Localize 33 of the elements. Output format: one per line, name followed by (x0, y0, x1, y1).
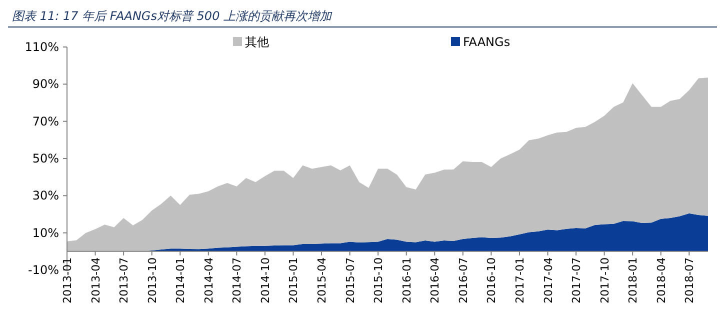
y-tick-label: -10% (28, 263, 59, 277)
x-tick-label: 2016-07 (456, 257, 470, 304)
x-tick-label: 2018-04 (654, 257, 668, 304)
x-tick-label: 2015-04 (316, 257, 329, 304)
y-tick-label: 90% (32, 77, 59, 92)
x-tick-label: 2018-07 (683, 257, 696, 304)
y-tick-label: 110% (24, 40, 59, 54)
legend-label: FAANGs (463, 35, 510, 49)
y-tick-label: 70% (32, 114, 59, 128)
x-tick-label: 2013-04 (89, 257, 102, 304)
x-tick-label: 2017-07 (570, 257, 584, 304)
x-tick-label: 2018-01 (626, 257, 640, 304)
x-tick-label: 2016-04 (428, 257, 442, 304)
x-tick-label: 2016-10 (485, 257, 498, 304)
chart-title: 图表 11: 17 年后 FAANGs对标普 500 上涨的贡献再次增加 (12, 9, 333, 23)
x-tick-label: 2015-10 (372, 257, 386, 304)
x-tick-label: 2013-07 (118, 257, 131, 304)
x-tick-label: 2017-10 (598, 257, 612, 304)
x-tick-label: 2015-01 (287, 257, 300, 304)
y-tick-label: 10% (32, 226, 59, 240)
y-tick-label: 50% (32, 152, 59, 166)
x-tick-label: 2013-01 (61, 257, 74, 304)
x-tick-label: 2014-07 (230, 257, 244, 304)
x-tick-label: 2015-07 (344, 257, 357, 304)
x-tick-label: 2017-04 (542, 257, 555, 304)
y-tick-label: 30% (32, 188, 59, 203)
legend-label: 其他 (245, 35, 269, 49)
x-tick-label: 2014-10 (258, 257, 272, 304)
x-tick-label: 2014-01 (174, 257, 188, 304)
x-tick-label: 2017-01 (513, 257, 526, 304)
x-tick-label: 2014-04 (202, 257, 216, 304)
x-tick-label: 2013-10 (146, 257, 159, 304)
x-tick-label: 2016-01 (400, 257, 414, 304)
